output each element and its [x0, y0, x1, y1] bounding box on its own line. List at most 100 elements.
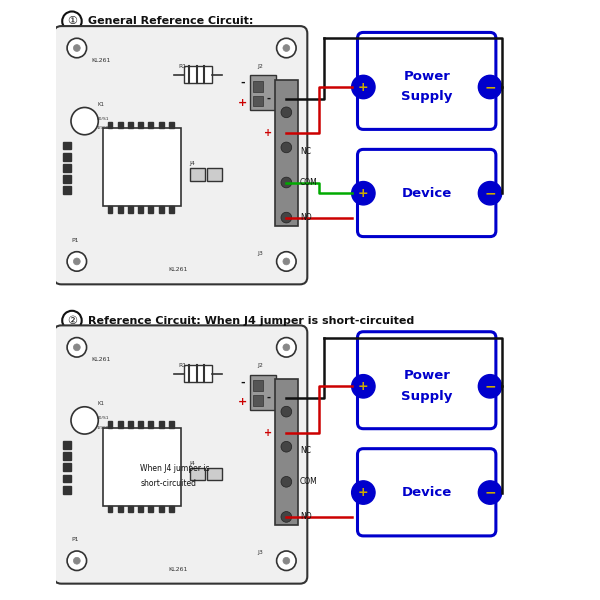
Bar — [169, 421, 174, 428]
Circle shape — [352, 481, 375, 504]
Text: short-circuited: short-circuited — [140, 479, 196, 488]
Bar — [253, 81, 263, 92]
Bar — [128, 506, 133, 512]
Text: −: − — [484, 485, 496, 500]
Bar — [250, 76, 275, 110]
Circle shape — [281, 177, 292, 188]
Circle shape — [283, 258, 290, 265]
Circle shape — [283, 344, 290, 351]
Text: R1: R1 — [178, 64, 187, 69]
Circle shape — [352, 182, 375, 205]
Text: Supply: Supply — [401, 90, 452, 103]
Circle shape — [67, 338, 86, 357]
Circle shape — [478, 76, 502, 98]
Bar — [63, 441, 71, 449]
Text: KL261: KL261 — [169, 566, 188, 572]
Circle shape — [478, 182, 502, 205]
Text: COM: COM — [300, 478, 318, 487]
Bar — [158, 206, 164, 213]
Text: Device: Device — [401, 187, 452, 200]
Circle shape — [277, 338, 296, 357]
Text: General Reference Circuit:: General Reference Circuit: — [88, 16, 253, 26]
Text: +: + — [358, 380, 368, 393]
Text: +: + — [238, 397, 247, 407]
FancyBboxPatch shape — [358, 149, 496, 236]
Bar — [107, 506, 112, 512]
Bar — [158, 122, 164, 128]
Bar — [148, 206, 154, 213]
Text: +: + — [264, 128, 272, 138]
FancyBboxPatch shape — [358, 332, 496, 429]
Text: J2: J2 — [257, 64, 263, 69]
Text: J3: J3 — [257, 550, 263, 556]
Circle shape — [281, 107, 292, 118]
Bar — [118, 206, 122, 213]
Bar — [63, 475, 71, 482]
Text: +: + — [264, 428, 272, 437]
Bar — [158, 421, 164, 428]
Text: −: − — [484, 80, 496, 94]
Bar — [63, 153, 71, 161]
Bar — [253, 395, 263, 406]
Text: -: - — [240, 377, 245, 388]
Bar — [103, 428, 181, 506]
Bar — [190, 169, 205, 181]
Circle shape — [478, 481, 502, 504]
Text: K1: K1 — [98, 101, 105, 107]
Bar — [103, 128, 181, 206]
Circle shape — [478, 374, 502, 398]
Circle shape — [352, 76, 375, 98]
Text: NC: NC — [300, 147, 311, 156]
Bar — [63, 187, 71, 194]
Bar — [208, 169, 222, 181]
Bar — [63, 452, 71, 460]
Bar — [250, 374, 275, 410]
Circle shape — [67, 551, 86, 571]
Bar — [63, 463, 71, 471]
Circle shape — [283, 44, 290, 52]
Text: NO: NO — [300, 512, 311, 521]
Circle shape — [71, 407, 98, 434]
FancyBboxPatch shape — [358, 32, 496, 130]
Text: -: - — [240, 78, 245, 88]
Bar — [253, 380, 263, 391]
Circle shape — [281, 442, 292, 452]
Text: J4: J4 — [189, 461, 195, 466]
Circle shape — [73, 44, 80, 52]
Text: -: - — [266, 94, 271, 104]
FancyBboxPatch shape — [358, 449, 496, 536]
Circle shape — [281, 476, 292, 487]
Bar — [107, 122, 112, 128]
Bar — [138, 206, 143, 213]
Text: ①: ① — [67, 16, 77, 26]
Text: COM: COM — [300, 178, 318, 187]
Text: S0/S1: S0/S1 — [97, 416, 109, 420]
Text: +: + — [358, 80, 368, 94]
Bar — [253, 96, 263, 106]
Circle shape — [67, 38, 86, 58]
Text: Power: Power — [403, 70, 450, 83]
Text: J3: J3 — [257, 251, 263, 256]
Bar — [190, 467, 205, 480]
Text: ②: ② — [67, 316, 77, 326]
Bar — [138, 421, 143, 428]
Text: 1/900: 1/900 — [97, 426, 109, 430]
Text: Reference Circuit: When J4 jumper is short-circuited: Reference Circuit: When J4 jumper is sho… — [88, 316, 414, 326]
Text: R1: R1 — [178, 364, 187, 368]
Circle shape — [352, 374, 375, 398]
Text: −: − — [484, 186, 496, 200]
Bar — [169, 206, 174, 213]
Circle shape — [277, 251, 296, 271]
FancyBboxPatch shape — [54, 26, 307, 284]
Bar — [138, 122, 143, 128]
Bar — [107, 206, 112, 213]
Bar — [63, 486, 71, 494]
Bar — [128, 206, 133, 213]
Bar — [118, 506, 122, 512]
Text: P1: P1 — [71, 537, 79, 542]
Bar — [128, 122, 133, 128]
Text: +: + — [358, 187, 368, 200]
Text: Power: Power — [403, 369, 450, 382]
Circle shape — [73, 344, 80, 351]
Text: +: + — [238, 98, 247, 107]
